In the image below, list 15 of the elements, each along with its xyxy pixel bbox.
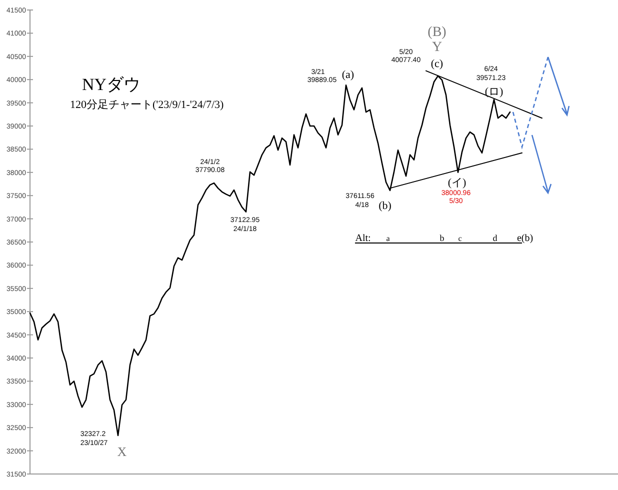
- annotation: (B): [428, 25, 447, 40]
- annotation: c: [458, 234, 462, 243]
- annotation: (a): [342, 69, 354, 81]
- text: 120分足チャート('23/9/1-'24/7/3): [70, 99, 224, 111]
- annotation: (c): [430, 58, 444, 70]
- annotation: Y: [432, 40, 442, 55]
- annotation: b: [440, 233, 445, 243]
- annotation: Alt:: [355, 233, 371, 244]
- annotation: d: [492, 233, 498, 243]
- annotation: (b): [378, 200, 392, 212]
- annotation: X: [117, 444, 128, 459]
- annotation: e(b): [516, 233, 534, 244]
- text: NYダウ: [82, 75, 141, 94]
- annotation: a: [386, 234, 390, 243]
- annotation: (イ): [448, 177, 466, 189]
